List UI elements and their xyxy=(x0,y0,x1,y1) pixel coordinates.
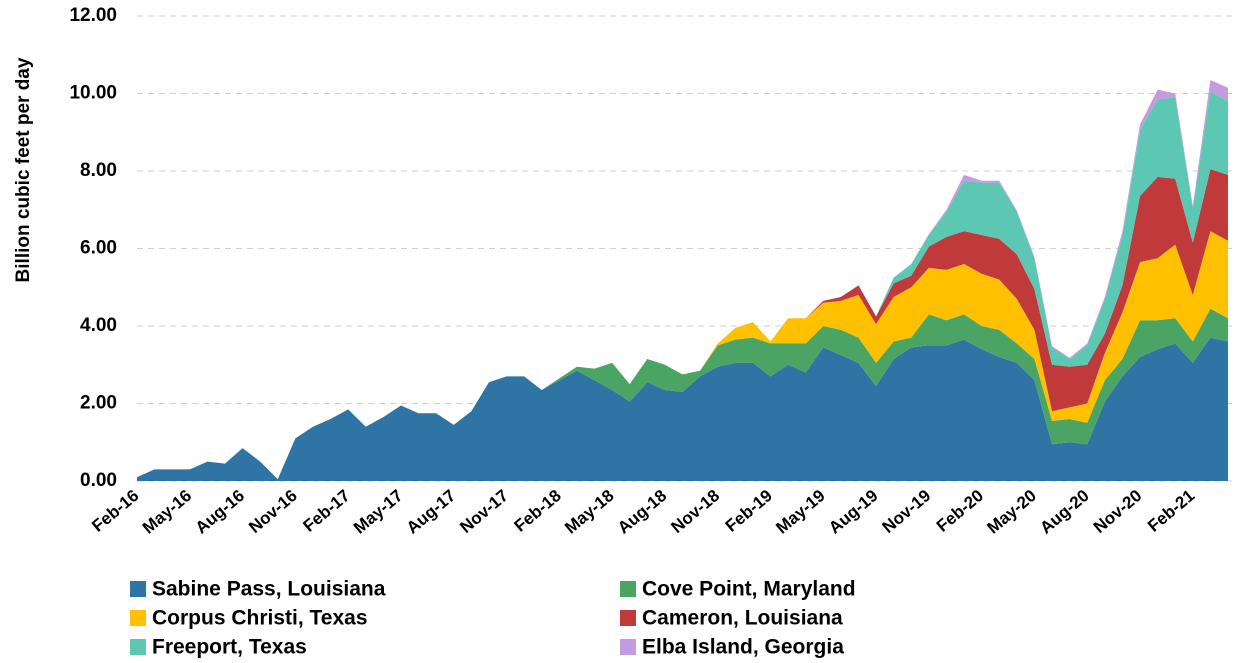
x-tick-label: Aug-18 xyxy=(614,486,670,538)
x-tick-label: Feb-21 xyxy=(1144,486,1198,536)
y-tick-label: 10.00 xyxy=(69,83,117,104)
x-tick-label: Feb-19 xyxy=(722,486,776,536)
legend-swatch xyxy=(130,610,146,626)
legend-swatch xyxy=(620,581,636,597)
area xyxy=(137,231,1228,480)
legend-label: Elba Island, Georgia xyxy=(642,636,844,659)
legend-label: Freeport, Texas xyxy=(152,636,307,659)
y-tick-label: 8.00 xyxy=(80,160,117,181)
legend-swatch xyxy=(620,639,636,655)
x-tick-label: Aug-20 xyxy=(1036,486,1092,538)
legend-label: Corpus Christi, Texas xyxy=(152,607,368,630)
x-tick-label: Feb-17 xyxy=(299,486,353,536)
x-tick-label: Nov-16 xyxy=(245,486,301,537)
x-tick-label: Nov-19 xyxy=(879,486,935,537)
legend-label: Cove Point, Maryland xyxy=(642,578,856,601)
x-tick-label: Nov-20 xyxy=(1090,486,1146,537)
legend-swatch xyxy=(130,581,146,597)
y-tick-label: 2.00 xyxy=(80,393,117,414)
y-tick-label: 4.00 xyxy=(80,315,117,336)
x-tick-label: Aug-17 xyxy=(403,486,459,538)
area xyxy=(137,169,1228,480)
y-tick-label: 0.00 xyxy=(80,470,117,491)
legend-swatch xyxy=(130,639,146,655)
legend-swatch xyxy=(620,610,636,626)
x-tick-label: Aug-16 xyxy=(192,486,248,538)
x-tick-label: May-19 xyxy=(772,486,828,538)
y-axis-label: Billion cubic feet per day xyxy=(13,57,34,282)
x-tick-label: Feb-16 xyxy=(88,486,142,536)
y-tick-label: 6.00 xyxy=(80,238,117,259)
legend-label: Cameron, Louisiana xyxy=(642,607,843,630)
x-tick-label: Feb-20 xyxy=(933,486,987,536)
y-tick-label: 12.00 xyxy=(69,5,117,26)
x-tick-label: May-20 xyxy=(984,486,1040,538)
x-tick-label: Feb-18 xyxy=(511,486,565,536)
x-tick-label: May-17 xyxy=(350,486,406,538)
area xyxy=(137,337,1228,481)
x-tick-label: Nov-18 xyxy=(668,486,724,537)
x-tick-label: May-16 xyxy=(139,486,195,538)
x-tick-label: Aug-19 xyxy=(825,486,881,538)
legend-label: Sabine Pass, Louisiana xyxy=(152,578,386,601)
x-tick-label: May-18 xyxy=(561,486,617,538)
x-tick-label: Nov-17 xyxy=(456,486,512,537)
